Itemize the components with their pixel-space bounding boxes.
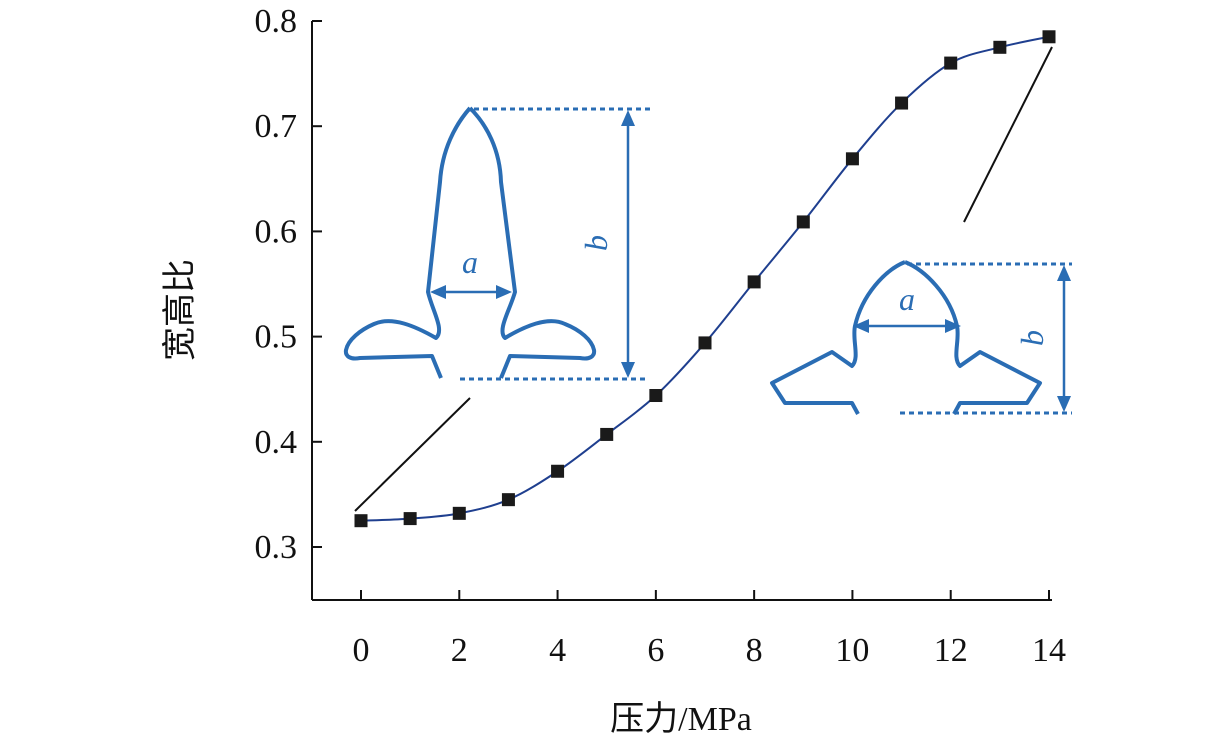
data-point	[452, 506, 466, 520]
x-tick-label: 0	[353, 632, 370, 669]
data-point	[796, 215, 810, 229]
data-point	[551, 464, 565, 478]
inset-final-height-arrowheads	[1057, 265, 1071, 412]
data-point	[944, 56, 958, 70]
inset-final-height-label: b	[1014, 330, 1050, 346]
inset-initial-outline	[343, 106, 597, 379]
x-tick-label: 10	[835, 632, 869, 669]
data-point	[600, 427, 614, 441]
inset-final-width-label: a	[899, 281, 915, 317]
x-ticks: 0 2 4 6 8 10 12 14	[353, 590, 1066, 669]
leader-line-initial	[354, 397, 471, 512]
data-point	[895, 96, 909, 110]
x-tick-label: 14	[1032, 632, 1066, 669]
data-point	[1042, 30, 1056, 44]
data-point	[747, 275, 761, 289]
leader-line-final	[963, 46, 1053, 223]
data-point	[501, 493, 515, 507]
data-point	[354, 514, 368, 528]
x-tick-label: 6	[647, 632, 664, 669]
data-point	[698, 336, 712, 350]
y-tick-label: 0.8	[255, 3, 298, 40]
x-tick-label: 2	[451, 632, 468, 669]
y-axis-title: 宽高比	[161, 259, 199, 361]
axes	[311, 21, 1052, 601]
x-tick-label: 8	[746, 632, 763, 669]
x-tick-label: 12	[934, 632, 968, 669]
data-point	[403, 512, 417, 526]
data-point	[993, 40, 1007, 54]
x-tick-label: 4	[549, 632, 566, 669]
data-point	[845, 152, 859, 166]
inset-initial-shape	[343, 106, 652, 381]
inset-initial-height-label: b	[578, 235, 614, 251]
y-ticks: 0.3 0.4 0.5 0.6 0.7 0.8	[255, 3, 322, 566]
inset-initial-width-label: a	[462, 244, 478, 280]
y-tick-label: 0.3	[255, 529, 298, 566]
inset-final-shape	[770, 260, 1072, 415]
data-point	[649, 389, 663, 403]
y-tick-label: 0.6	[255, 213, 298, 250]
y-tick-label: 0.5	[255, 319, 298, 356]
series-group	[354, 30, 1056, 528]
y-tick-label: 0.4	[255, 424, 298, 461]
inset-final-outline	[770, 260, 1042, 415]
y-tick-label: 0.7	[255, 108, 298, 145]
x-axis-title: 压力/MPa	[610, 700, 752, 738]
